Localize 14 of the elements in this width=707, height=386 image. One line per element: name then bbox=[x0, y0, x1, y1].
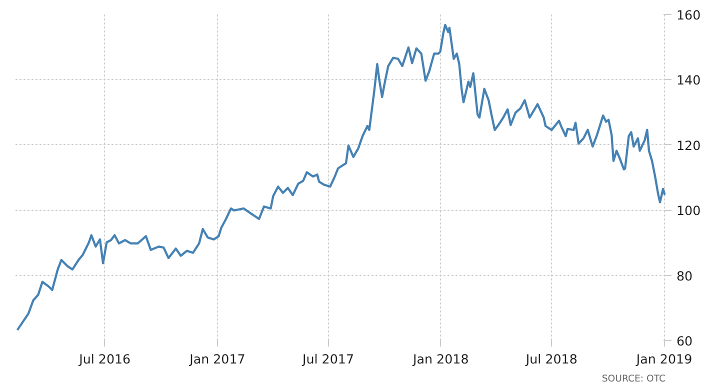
source-note: SOURCE: OTC bbox=[602, 374, 666, 384]
x-tick-label: Jul 2016 bbox=[78, 352, 131, 366]
x-tick-label: Jul 2017 bbox=[302, 352, 354, 366]
y-tick-label: 160 bbox=[676, 8, 701, 22]
line-series bbox=[16, 24, 666, 332]
y-tick-label: 80 bbox=[676, 268, 693, 284]
x-tick-label: Jan 2017 bbox=[188, 352, 246, 366]
y-tick-label: 140 bbox=[676, 72, 701, 88]
y-tick-label: 100 bbox=[676, 203, 701, 218]
x-tick-label: Jan 2019 bbox=[635, 352, 692, 366]
x-tick-label: Jan 2018 bbox=[412, 352, 469, 366]
x-tick-label: Jul 2018 bbox=[524, 352, 578, 366]
y-tick-label: 60 bbox=[676, 334, 693, 348]
y-tick-label: 120 bbox=[676, 138, 701, 153]
